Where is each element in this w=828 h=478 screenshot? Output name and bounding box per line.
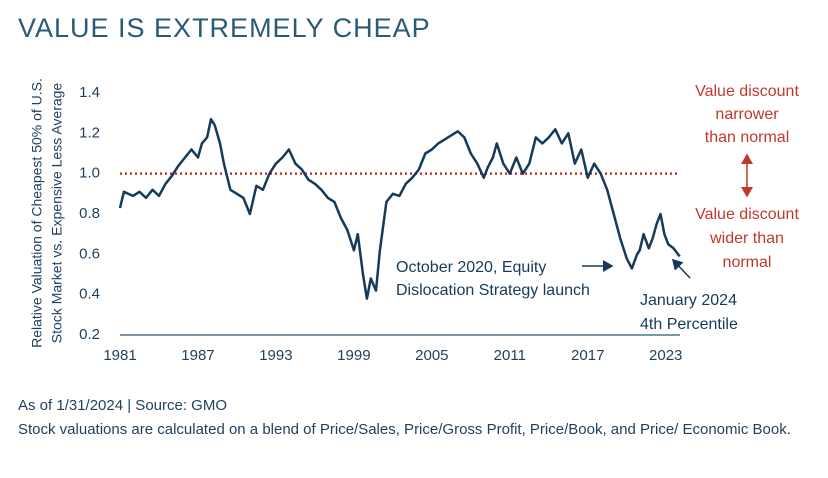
x-tick-label: 2017 [571, 347, 604, 364]
y-tick-label: 1.4 [79, 84, 100, 101]
annotation: October 2020, Equity [396, 259, 546, 276]
y-tick-label: 1.2 [79, 124, 100, 141]
y-tick-label: 1.0 [79, 165, 100, 182]
y-axis-label: Stock Market vs. Expensive Less Average [49, 83, 65, 344]
annotation: than normal [705, 129, 790, 146]
annotation: 4th Percentile [640, 316, 738, 333]
note: Stock valuations are calculated on a ble… [18, 421, 791, 438]
y-tick-label: 0.6 [79, 245, 100, 262]
arrow [671, 258, 691, 279]
annotation: Value discount [695, 83, 799, 100]
annotation: Value discount [695, 206, 799, 223]
y-tick-label: 0.4 [79, 286, 100, 303]
annotation: Dislocation Strategy launch [396, 282, 590, 299]
source: As of 1/31/2024 | Source: GMO [18, 397, 228, 414]
annotation: January 2024 [640, 292, 737, 309]
footer: As of 1/31/2024 | Source: GMO Stock valu… [18, 394, 813, 442]
x-tick-label: 1981 [103, 347, 136, 364]
y-tick-label: 0.2 [79, 326, 100, 343]
annotation: wider than [709, 230, 784, 247]
x-tick-label: 2011 [494, 347, 526, 364]
y-axis-label: Relative Valuation of Cheapest 50% of U.… [29, 78, 45, 348]
y-tick-label: 0.8 [79, 205, 100, 222]
x-tick-label: 2023 [649, 347, 682, 364]
data-line [118, 117, 681, 300]
x-tick-label: 1987 [181, 347, 214, 364]
chart-title: VALUE IS EXTREMELY CHEAP [18, 13, 431, 43]
annotation: normal [723, 254, 772, 271]
x-tick-label: 2005 [415, 347, 448, 364]
x-tick-label: 1993 [259, 347, 292, 364]
chart: VALUE IS EXTREMELY CHEAP 0.2 0.4 0.6 0.8 1.0… [18, 13, 799, 364]
annotation: narrower [715, 106, 779, 123]
x-tick-label: 1999 [337, 347, 370, 364]
